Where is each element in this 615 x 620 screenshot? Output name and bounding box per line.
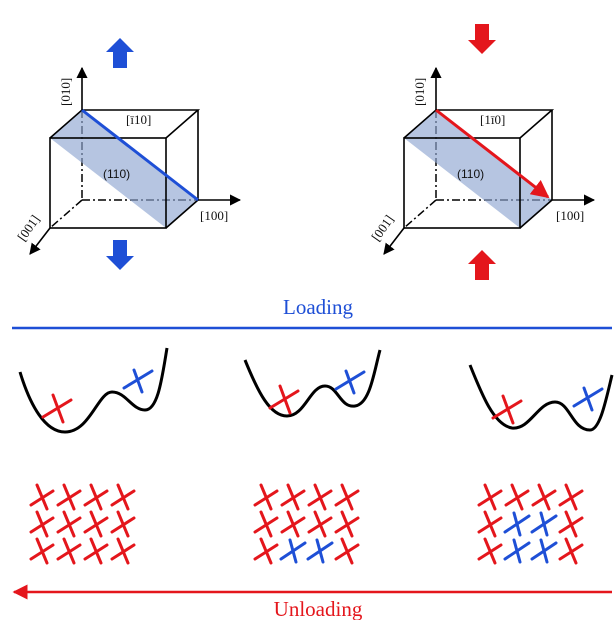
variant-blue-marker <box>279 538 307 564</box>
direction-label: [1ī0] <box>480 112 505 127</box>
axis-label-z: [001] <box>368 212 396 244</box>
load-arrow-up-icon <box>468 250 496 280</box>
variant-red-marker <box>334 510 360 538</box>
variant-blue-marker <box>503 511 531 537</box>
unloading-label: Unloading <box>274 597 363 620</box>
variant-red-marker <box>253 510 279 538</box>
plane-label: (110) <box>103 167 130 181</box>
lattice-panel-2 <box>253 483 360 565</box>
variant-red-marker <box>56 483 82 511</box>
load-arrow-down-icon <box>106 240 134 270</box>
crystal-right: [010] [100] [001] (110) [1ī0] <box>368 24 596 280</box>
variant-red-marker <box>110 537 136 565</box>
direction-line <box>81 108 199 202</box>
variant-red-marker <box>504 483 530 511</box>
variant-red-marker <box>83 483 109 511</box>
axis-label-x: [100] <box>200 208 228 223</box>
plane-110 <box>404 110 552 228</box>
variant-red-marker <box>110 510 136 538</box>
variant-red-marker <box>110 483 136 511</box>
energy-curve-3 <box>468 364 614 432</box>
energy-landscapes <box>18 347 614 434</box>
variant-blue-marker <box>530 511 558 537</box>
variant-blue-marker <box>306 538 334 564</box>
axis-label-y: [010] <box>412 78 427 106</box>
plane-110 <box>50 110 198 228</box>
variant-red-marker <box>253 483 279 511</box>
variant-red-marker <box>477 537 503 565</box>
direction-label: [ī10] <box>126 112 151 127</box>
variant-red-marker <box>558 537 584 565</box>
variant-red-marker <box>253 537 279 565</box>
lattice-panel-3 <box>477 483 584 565</box>
variant-red-marker <box>334 483 360 511</box>
variant-red-marker <box>83 537 109 565</box>
variant-red-marker <box>558 483 584 511</box>
variant-red-marker <box>477 483 503 511</box>
variant-red-marker <box>307 483 333 511</box>
variant-red-marker <box>531 483 557 511</box>
variant-red-marker <box>307 510 333 538</box>
lattice-grids <box>29 483 584 565</box>
variant-red-marker <box>29 510 55 538</box>
variant-red-marker <box>83 510 109 538</box>
lattice-panel-1 <box>29 483 136 565</box>
load-arrow-up-icon <box>106 38 134 68</box>
variant-red-marker <box>56 510 82 538</box>
plane-label: (110) <box>457 167 484 181</box>
variant-blue-marker <box>503 538 531 564</box>
variant-red-marker <box>558 510 584 538</box>
energy-curve-2 <box>243 349 382 418</box>
variant-red-marker <box>477 510 503 538</box>
loading-label: Loading <box>283 295 353 319</box>
axis-label-x: [100] <box>556 208 584 223</box>
variant-red-marker <box>29 483 55 511</box>
variant-red-marker <box>280 483 306 511</box>
variant-red-marker <box>29 537 55 565</box>
well-markers <box>41 368 604 425</box>
load-arrow-down-icon <box>468 24 496 54</box>
variant-red-marker <box>56 537 82 565</box>
axis-label-z: [001] <box>14 212 42 244</box>
variant-red-marker <box>334 537 360 565</box>
variant-blue-marker <box>530 538 558 564</box>
energy-curve-1 <box>18 347 169 434</box>
variant-red-marker <box>280 510 306 538</box>
crystal-left: [010] [100] [001] (110) [ī10] <box>14 38 242 270</box>
direction-arrow <box>435 108 550 199</box>
axis-label-y: [010] <box>58 78 73 106</box>
